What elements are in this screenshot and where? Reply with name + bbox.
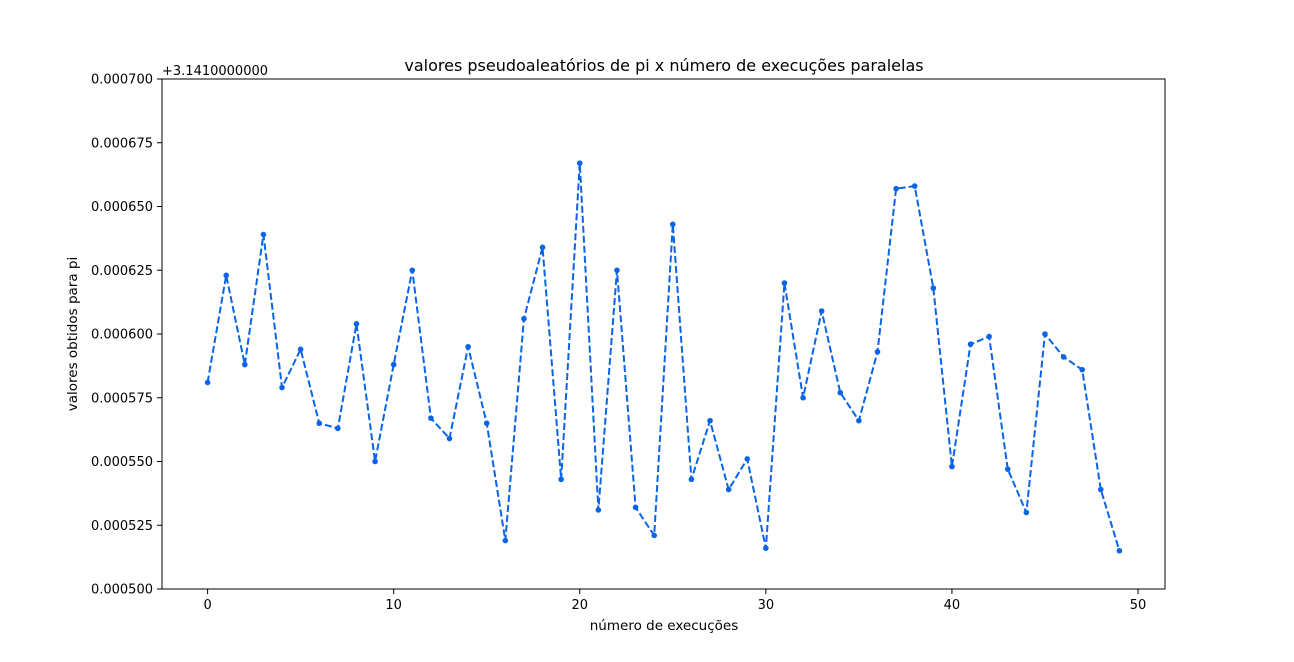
data-point [558,476,564,483]
data-point [1079,366,1085,373]
x-tick-label: 10 [385,598,402,613]
data-point [893,185,899,192]
y-tick-label: 0.000675 [91,136,153,151]
data-point [614,267,620,274]
data-point [967,341,974,348]
data-point [242,361,248,368]
chart-title: valores pseudoaleatórios de pi x número … [404,56,923,75]
data-point [297,346,304,353]
data-point [1116,547,1123,554]
y-tick-label: 0.000600 [91,328,153,343]
data-point [707,417,713,424]
data-point [353,321,360,327]
data-point [465,343,471,350]
data-point [763,545,769,551]
y-tick-label: 0.000650 [91,200,153,215]
data-point [818,308,825,314]
data-point [1060,354,1067,360]
y-tick-label: 0.000550 [91,455,153,470]
data-point [372,458,378,465]
data-point [837,389,844,396]
data-point [576,160,583,166]
x-axis: 0 10 20 30 40 50 [203,589,1146,613]
data-point [725,486,732,493]
data-point [428,415,434,421]
data-point [595,507,602,513]
data-point [390,361,397,368]
y-tick-label: 0.000700 [91,73,153,88]
data-point [335,425,341,432]
y-tick-label: 0.000575 [91,391,153,406]
data-point [874,349,881,355]
x-tick-label: 20 [571,598,588,613]
y-tick-label: 0.000625 [91,264,153,279]
y-tick-label: 0.000525 [91,519,153,534]
x-tick-label: 40 [944,598,961,613]
data-point [670,221,676,228]
data-point [1004,466,1011,472]
data-point [446,435,453,442]
data-point [502,537,509,544]
data-point [316,420,323,427]
data-point [632,504,639,511]
data-point [409,267,416,274]
data-point [949,463,955,470]
data-point [223,272,229,279]
data-point [911,183,918,189]
x-tick-label: 50 [1130,598,1147,613]
data-point [260,231,267,238]
data-point [856,417,862,424]
series-line [206,162,1121,552]
y-offset-label: +3.1410000000 [162,64,268,79]
x-axis-label: número de execuções [590,618,739,634]
data-point [688,476,695,483]
data-point [744,456,751,462]
x-tick-label: 0 [203,598,211,613]
data-point [204,379,211,386]
data-point [1042,331,1048,337]
y-tick-label: 0.000500 [91,583,153,598]
data-point [986,333,992,340]
data-point [279,384,285,391]
data-point [483,420,490,427]
y-axis-label: valores obtidos para pi [65,257,81,411]
y-axis: 0.000500 0.000525 0.000550 0.000575 0.000600… [91,73,162,598]
data-point [1023,509,1030,516]
data-point [521,315,527,322]
x-tick-label: 30 [758,598,775,613]
data-point [1098,486,1104,493]
plot-area [204,160,1123,554]
data-point [781,280,788,286]
data-point [651,532,657,539]
data-point [930,285,937,291]
data-point [800,394,806,401]
data-point [539,244,546,251]
